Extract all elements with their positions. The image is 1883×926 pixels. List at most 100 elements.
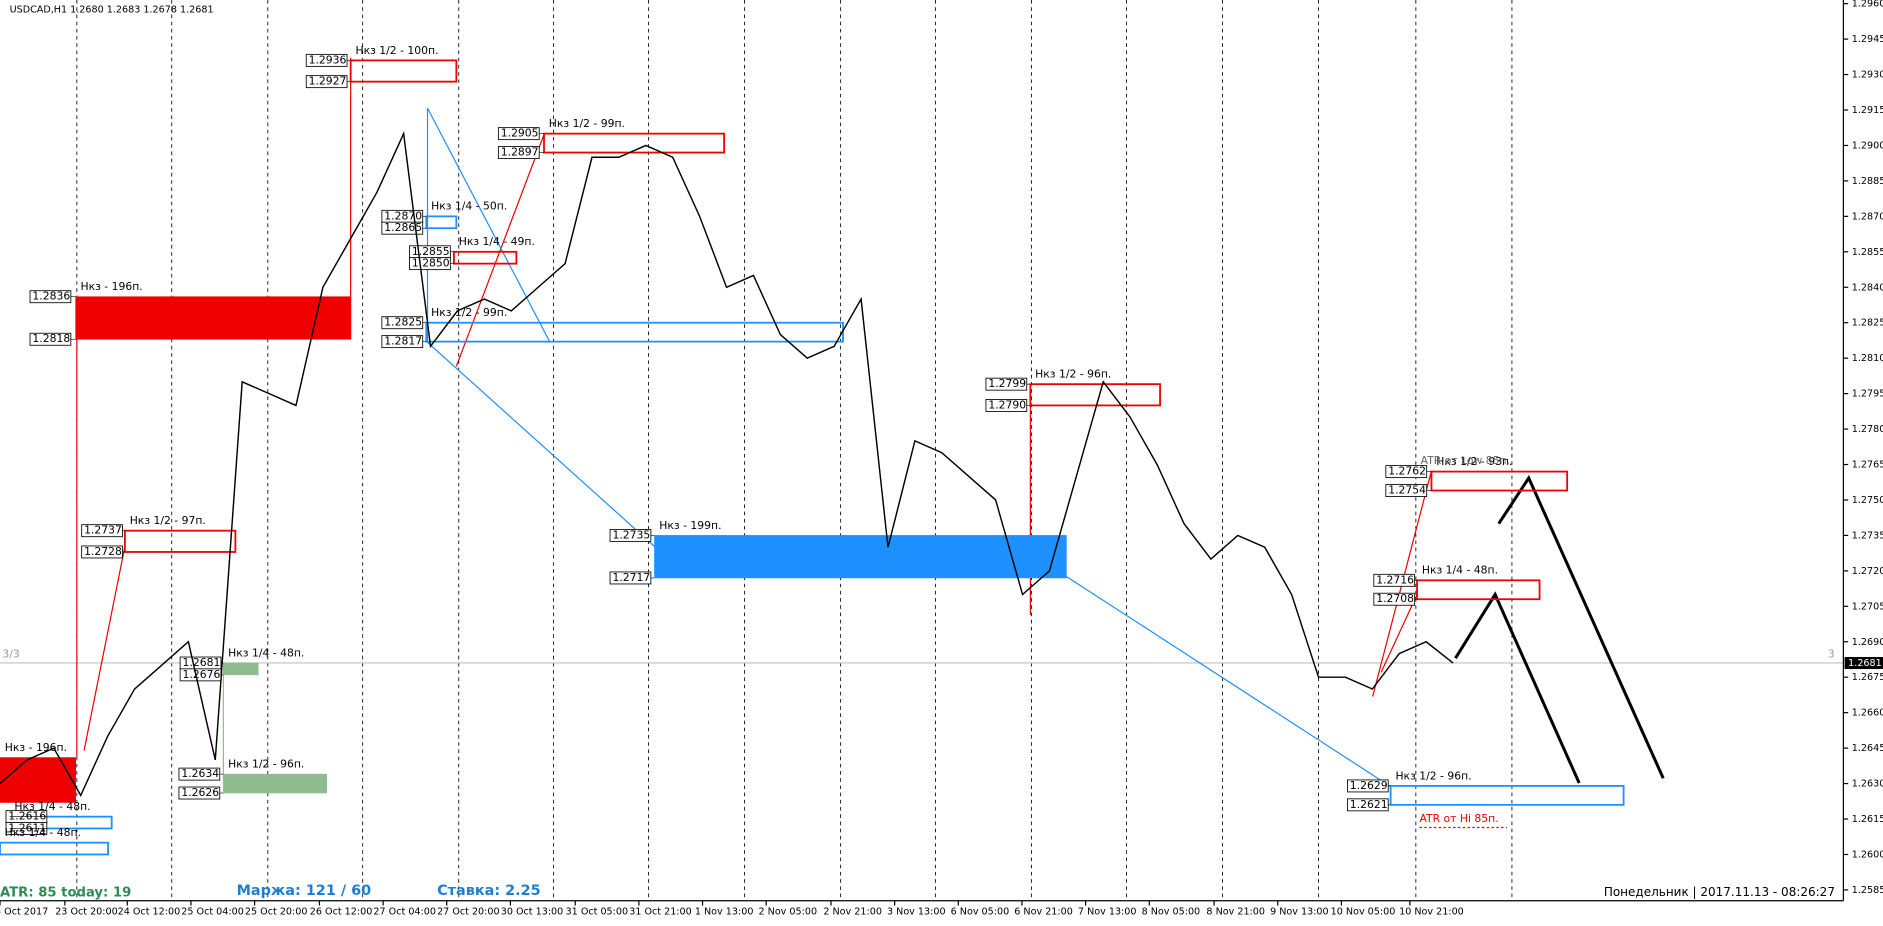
price-tick-label: 1.2600: [1852, 849, 1883, 860]
current-price-box: [1844, 657, 1883, 670]
rate-status: Ставка: 2.25: [437, 883, 541, 899]
price-tick-label: 1.2795: [1852, 389, 1883, 400]
level-box: [497, 127, 540, 141]
zone: [223, 662, 259, 676]
zone-title: Нкз 1/2 - 97п.: [130, 514, 206, 527]
price-tick-label: 1.2840: [1852, 282, 1883, 293]
price-tick-label: 1.2735: [1852, 530, 1883, 541]
level-label: 1.2799: [988, 377, 1026, 390]
price-tick-label: 1.2660: [1852, 708, 1883, 719]
level-label: 1.2708: [1376, 592, 1414, 605]
level-label: 1.2737: [84, 524, 122, 537]
time-tick-label: 24 Oct 12:00: [118, 907, 181, 918]
atr-hi: ATR от Hi 85п.: [1419, 812, 1498, 825]
price-tick-label: 1.2930: [1852, 70, 1883, 81]
level-label: 1.2865: [384, 221, 422, 234]
time-tick-label: 3 Oct 2017: [0, 907, 48, 918]
zone: [75, 296, 351, 340]
zone-title: Нкз 1/2 - 93п.: [1436, 455, 1512, 468]
zone-title: Нкз 1/2 - 99п.: [431, 306, 507, 319]
price-tick-label: 1.2630: [1852, 779, 1883, 790]
zone: [1389, 785, 1625, 806]
zone-title: Нкз 1/2 - 100п.: [355, 44, 438, 57]
level-label: 1.2616: [8, 810, 46, 823]
price-tick-label: 1.2705: [1852, 601, 1883, 612]
time-tick-label: 2 Nov 21:00: [823, 907, 882, 918]
price-tick-label: 1.2870: [1852, 211, 1883, 222]
price-tick-label: 1.2855: [1852, 247, 1883, 258]
datetime-status: Понедельник | 2017.11.13 - 08:26:27: [1604, 885, 1835, 899]
zone-title: Нкз 1/4 - 50п.: [431, 200, 507, 213]
atr-low: ATR от Low 85п.: [1421, 454, 1510, 467]
price-tick-label: 1.2945: [1852, 34, 1883, 45]
level-label: 1.2850: [412, 257, 450, 270]
zone: [654, 535, 1067, 579]
level-label: 1.2621: [1350, 798, 1388, 811]
level-label: 1.2905: [501, 127, 539, 140]
zone-title: Нкз 1/2 - 99п.: [549, 117, 625, 130]
time-tick-label: 25 Oct 04:00: [181, 907, 244, 918]
level-label: 1.2936: [309, 53, 347, 66]
level-label: 1.2611: [8, 821, 46, 834]
price-tick-label: 1.2645: [1852, 743, 1883, 754]
time-tick-label: 10 Nov 05:00: [1331, 907, 1396, 918]
time-tick-label: 6 Nov 05:00: [951, 907, 1010, 918]
zone-title: Нкз 1/2 - 96п.: [1035, 368, 1111, 381]
level-label: 1.2818: [32, 332, 70, 345]
time-tick-label: 31 Oct 05:00: [566, 907, 629, 918]
zone: [1416, 579, 1541, 601]
price-tick-label: 1.2720: [1852, 566, 1883, 577]
page-indicator: 3: [1828, 648, 1835, 661]
time-tick-label: 25 Oct 20:00: [245, 907, 308, 918]
zone: [425, 215, 458, 230]
price-tick-label: 1.2915: [1852, 105, 1883, 116]
price-trace: [0, 131, 1454, 797]
price-tick-label: 1.2585: [1852, 885, 1883, 896]
level-label: 1.2817: [384, 335, 422, 348]
zone-title: Нкз - 196п.: [5, 741, 67, 754]
projection: [1497, 474, 1665, 779]
trend-lines: [76, 57, 1665, 829]
zone: [1430, 470, 1569, 492]
current-price-label: 1.2681: [1848, 658, 1882, 669]
price-tick-label: 1.2810: [1852, 353, 1883, 364]
zone-title: Нкз 1/4 - 48п.: [1422, 564, 1498, 577]
zone: [0, 841, 109, 856]
level-label: 1.2790: [988, 398, 1026, 411]
time-tick-label: 2 Nov 05:00: [758, 907, 817, 918]
time-tick-label: 30 Oct 13:00: [501, 907, 564, 918]
level-box: [497, 146, 540, 159]
price-tick-label: 1.2690: [1852, 637, 1883, 648]
time-tick-label: 9 Nov 13:00: [1270, 907, 1329, 918]
level-label: 1.2927: [309, 75, 347, 88]
connector: [426, 107, 551, 343]
time-tick-label: 23 Oct 20:00: [55, 907, 118, 918]
zone-title: Нкз 1/4 - 48п.: [228, 646, 304, 659]
price-tick-label: 1.2750: [1852, 495, 1883, 506]
time-tick-label: 27 Oct 20:00: [437, 907, 500, 918]
price-tick-label: 1.2885: [1852, 176, 1883, 187]
level-label: 1.2676: [183, 668, 221, 681]
connector: [455, 134, 545, 367]
price-tick-label: 1.2780: [1852, 424, 1883, 435]
zone: [223, 773, 327, 794]
atr-status: ATR: 85 today: 19: [0, 885, 131, 900]
level-label: 1.2897: [501, 146, 539, 159]
zone: [453, 250, 518, 265]
level-label: 1.2634: [181, 767, 219, 780]
price-tick-label: 1.2825: [1852, 318, 1883, 329]
zone: [425, 321, 844, 343]
zone: [123, 529, 237, 553]
level-label: 1.2825: [384, 316, 422, 329]
level-label: 1.2717: [612, 571, 650, 584]
time-tick-label: 10 Nov 21:00: [1399, 907, 1464, 918]
zone: [543, 132, 726, 154]
zone: [349, 59, 458, 83]
price-tick-label: 1.2960: [1852, 0, 1883, 10]
level-label: 1.2629: [1350, 779, 1388, 792]
time-tick-label: 3 Nov 13:00: [887, 907, 946, 918]
price-tick-label: 1.2900: [1852, 140, 1883, 151]
